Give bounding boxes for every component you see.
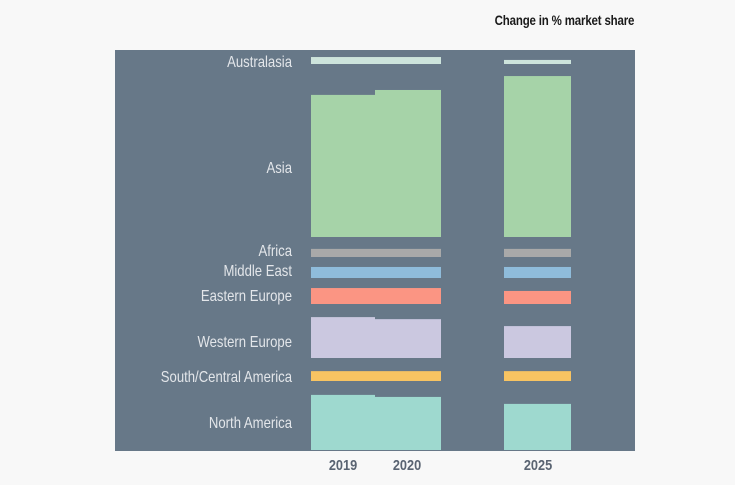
bar-2020-north-america xyxy=(375,396,441,450)
bar-2019-south-central-america xyxy=(311,371,375,381)
bar-2020-asia xyxy=(375,89,441,237)
category-label: Eastern Europe xyxy=(201,288,292,305)
category-label: Middle East xyxy=(223,263,292,280)
bar-2019-australasia xyxy=(311,57,375,64)
category-label: Asia xyxy=(266,160,292,177)
x-tick-label: 2019 xyxy=(329,456,358,473)
bar-2019-north-america xyxy=(311,394,375,450)
bar-2020-middle-east xyxy=(375,266,441,278)
bar-2019-asia xyxy=(311,94,375,238)
bar-2020-africa xyxy=(375,248,441,257)
x-tick-label: 2020 xyxy=(393,456,422,473)
bar-2019-western-europe xyxy=(311,317,375,358)
bar-2019-middle-east xyxy=(311,266,375,278)
category-label: Africa xyxy=(258,243,292,260)
category-label: South/Central America xyxy=(161,369,293,386)
bar-2025-western-europe xyxy=(504,326,571,358)
category-label: Western Europe xyxy=(197,334,292,351)
x-tick-label: 2025 xyxy=(524,456,553,473)
bar-2020-western-europe xyxy=(375,319,441,358)
bar-2025-south-central-america xyxy=(504,371,571,381)
bar-2025-north-america xyxy=(504,403,571,450)
bar-2025-middle-east xyxy=(504,266,571,278)
bar-2019-africa xyxy=(311,248,375,257)
chart-title: Change in % market share xyxy=(494,12,634,28)
bar-2025-asia xyxy=(504,76,571,237)
bar-2020-australasia xyxy=(375,57,441,64)
category-label: Australasia xyxy=(227,54,293,71)
category-label: North America xyxy=(209,415,293,432)
bar-2019-eastern-europe xyxy=(311,288,375,304)
bar-2025-africa xyxy=(504,248,571,257)
bar-2020-south-central-america xyxy=(375,371,441,381)
bar-2025-australasia xyxy=(504,59,571,64)
bar-2025-eastern-europe xyxy=(504,290,571,304)
bar-2020-eastern-europe xyxy=(375,288,441,304)
